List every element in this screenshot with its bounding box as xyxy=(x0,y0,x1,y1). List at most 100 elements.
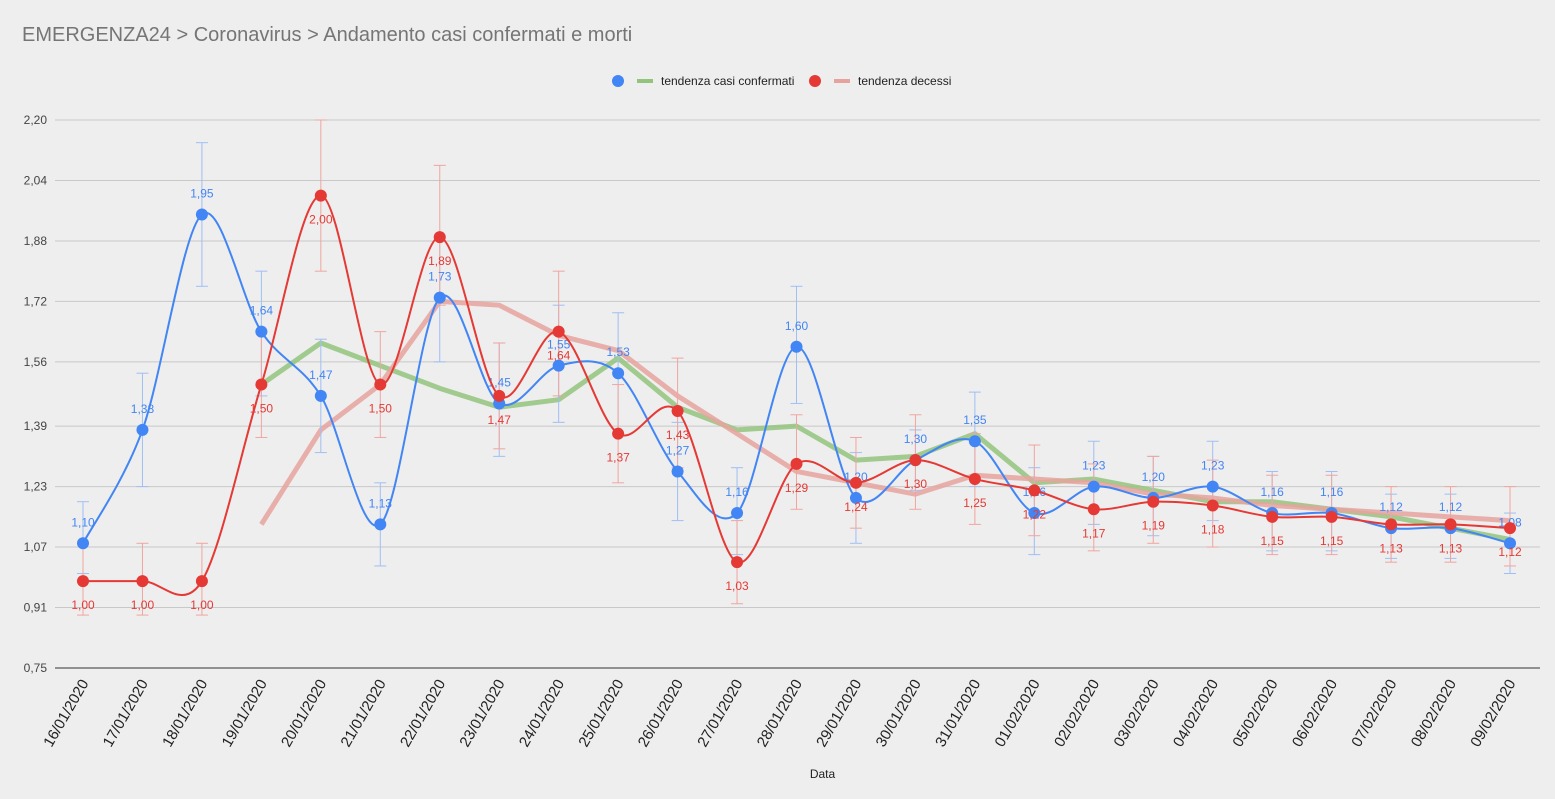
data-label: 1,95 xyxy=(190,186,214,200)
x-tick-label: 08/02/2020 xyxy=(1408,677,1460,751)
data-label: 1,13 xyxy=(1439,541,1463,555)
data-point xyxy=(1087,503,1100,516)
data-point xyxy=(314,389,327,402)
data-label: 1,89 xyxy=(428,254,452,268)
data-label: 1,19 xyxy=(1142,519,1166,533)
data-label: 1,30 xyxy=(904,477,928,491)
x-tick-label: 25/01/2020 xyxy=(575,677,627,751)
data-label: 1,03 xyxy=(725,579,749,593)
data-point xyxy=(314,189,327,202)
x-tick-label: 21/01/2020 xyxy=(337,677,389,751)
x-tick-label: 27/01/2020 xyxy=(694,677,746,751)
data-label: 1,15 xyxy=(1260,534,1284,548)
data-point xyxy=(790,340,803,353)
data-label: 1,00 xyxy=(71,598,95,612)
data-label: 1,30 xyxy=(904,432,928,446)
data-point xyxy=(968,435,981,448)
data-point xyxy=(612,367,625,380)
data-point xyxy=(1444,518,1457,531)
data-point xyxy=(136,575,149,588)
data-point xyxy=(671,465,684,478)
y-tick-label: 1,39 xyxy=(24,419,48,433)
data-label: 1,24 xyxy=(844,500,868,514)
legend-marker xyxy=(809,75,821,87)
x-tick-label: 06/02/2020 xyxy=(1289,677,1341,751)
data-label: 1,18 xyxy=(1201,522,1225,536)
x-tick-label: 03/02/2020 xyxy=(1110,677,1162,751)
data-point xyxy=(1504,522,1516,535)
data-point xyxy=(77,575,89,588)
data-point xyxy=(77,537,89,550)
data-label: 1,12 xyxy=(1439,500,1463,514)
x-tick-label: 23/01/2020 xyxy=(456,677,508,751)
data-label: 1,43 xyxy=(666,428,690,442)
data-label: 1,37 xyxy=(606,451,630,465)
data-point xyxy=(1147,495,1160,508)
data-label: 1,64 xyxy=(250,304,274,318)
data-label: 1,22 xyxy=(1023,507,1047,521)
data-point xyxy=(1266,510,1279,523)
data-label: 1,55 xyxy=(547,338,571,352)
data-point xyxy=(849,491,862,504)
y-tick-label: 0,75 xyxy=(24,661,48,675)
x-axis-title: Data xyxy=(810,767,836,781)
data-point xyxy=(1028,507,1041,520)
data-point xyxy=(1206,480,1219,493)
y-tick-label: 2,04 xyxy=(24,173,48,187)
data-point xyxy=(433,291,446,304)
data-label: 1,29 xyxy=(785,481,809,495)
data-point xyxy=(1087,480,1100,493)
y-tick-label: 1,23 xyxy=(24,480,48,494)
x-tick-label: 17/01/2020 xyxy=(100,677,152,751)
x-tick-label: 01/02/2020 xyxy=(992,677,1044,751)
data-point xyxy=(195,208,208,221)
data-point xyxy=(433,231,446,244)
y-tick-label: 1,88 xyxy=(24,234,48,248)
legend-marker xyxy=(612,75,624,87)
data-label: 1,16 xyxy=(1320,485,1344,499)
legend-label: tendenza casi confermati xyxy=(661,74,794,88)
data-point xyxy=(195,575,208,588)
data-label: 1,35 xyxy=(963,413,987,427)
chart-title: EMERGENZA24 > Coronavirus > Andamento ca… xyxy=(22,24,633,46)
x-tick-label: 31/01/2020 xyxy=(932,677,984,751)
x-tick-label: 26/01/2020 xyxy=(635,677,687,751)
data-label: 1,10 xyxy=(71,515,95,529)
data-label: 1,50 xyxy=(369,402,393,416)
y-tick-label: 0,91 xyxy=(24,601,48,615)
data-point xyxy=(374,378,387,391)
y-tick-label: 1,07 xyxy=(24,540,48,554)
x-tick-label: 05/02/2020 xyxy=(1229,677,1281,751)
data-label: 1,20 xyxy=(1142,470,1166,484)
legend-label: tendenza decessi xyxy=(858,74,951,88)
data-point xyxy=(1385,518,1398,531)
x-tick-label: 04/02/2020 xyxy=(1170,677,1222,751)
data-point xyxy=(552,359,565,372)
data-label: 1,64 xyxy=(547,349,571,363)
data-point xyxy=(552,325,565,338)
data-point xyxy=(255,378,268,391)
data-label: 1,60 xyxy=(785,319,809,333)
data-point xyxy=(255,325,268,338)
x-tick-label: 29/01/2020 xyxy=(813,677,865,751)
y-tick-label: 1,56 xyxy=(24,355,48,369)
data-point xyxy=(849,476,862,489)
data-label: 1,13 xyxy=(1379,541,1403,555)
data-label: 1,13 xyxy=(369,496,393,510)
data-point xyxy=(612,427,625,440)
x-tick-label: 28/01/2020 xyxy=(754,677,806,751)
data-label: 1,23 xyxy=(1201,459,1225,473)
x-tick-label: 30/01/2020 xyxy=(873,677,925,751)
data-label: 1,17 xyxy=(1082,526,1106,540)
data-point xyxy=(909,454,922,467)
x-tick-label: 22/01/2020 xyxy=(397,677,449,751)
x-tick-label: 07/02/2020 xyxy=(1348,677,1400,751)
data-point xyxy=(374,518,387,531)
data-label: 1,25 xyxy=(963,496,987,510)
data-label: 1,12 xyxy=(1379,500,1403,514)
data-label: 1,47 xyxy=(488,413,512,427)
data-point xyxy=(671,405,684,418)
data-point xyxy=(1206,499,1219,512)
data-point xyxy=(1325,510,1338,523)
x-tick-label: 19/01/2020 xyxy=(219,677,271,751)
